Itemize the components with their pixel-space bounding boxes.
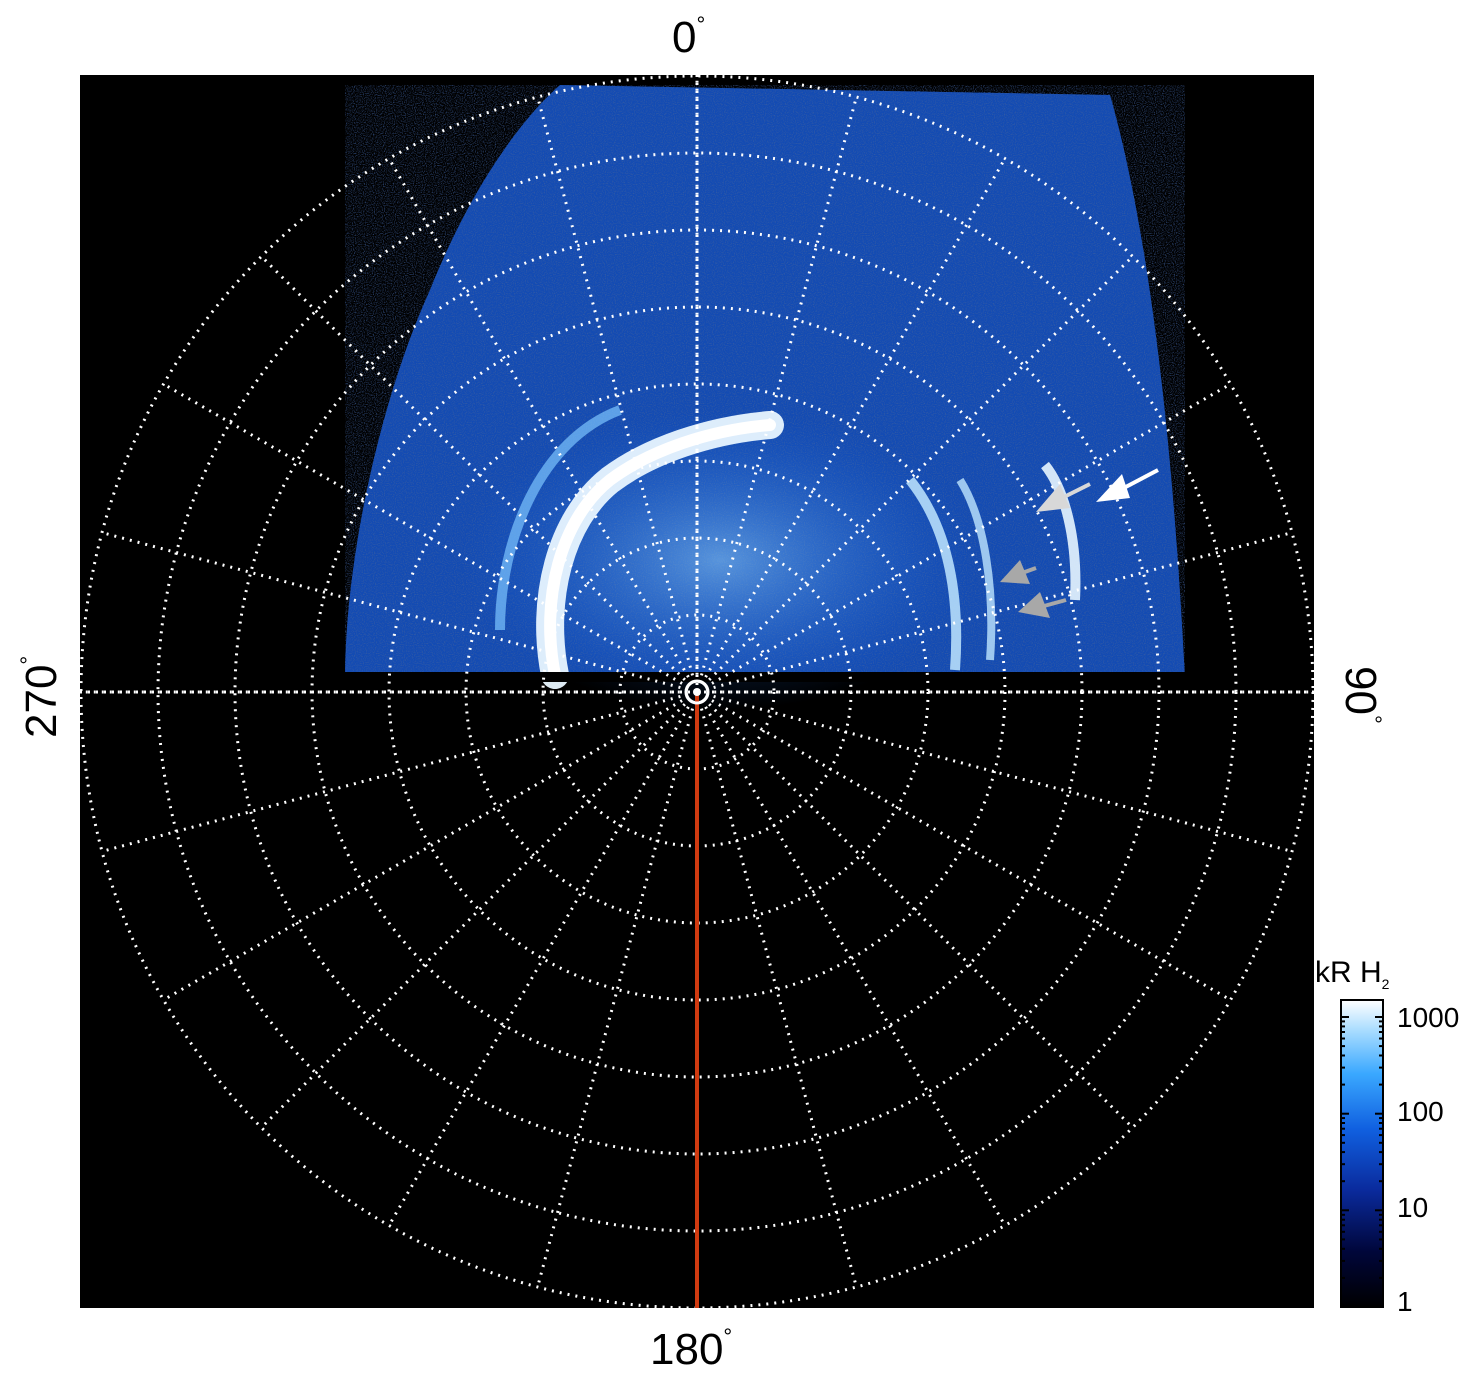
grid-meridian bbox=[702, 255, 1134, 687]
grid-ring bbox=[387, 382, 1007, 1002]
grid-meridian bbox=[101, 692, 689, 853]
grid-meridian bbox=[162, 382, 690, 689]
pole-marker-ring bbox=[684, 679, 710, 705]
colorbar-tick-marks bbox=[1341, 1016, 1383, 1308]
arrow-light-gray bbox=[1036, 482, 1091, 512]
colorbar-title: kR H2 bbox=[1315, 956, 1390, 992]
dawn-arc-2 bbox=[956, 477, 996, 661]
inner-glow bbox=[460, 410, 980, 710]
limb-edge bbox=[345, 672, 1185, 682]
grid-meridian bbox=[704, 382, 1232, 689]
grid-meridian bbox=[700, 157, 1007, 685]
grid-meridian bbox=[705, 531, 1293, 692]
grid-meridian bbox=[162, 695, 690, 1002]
grid-meridian bbox=[702, 697, 1134, 1129]
colorbar bbox=[1340, 999, 1384, 1308]
grid-meridian bbox=[697, 96, 858, 684]
grid-meridian bbox=[697, 700, 858, 1288]
grid-meridian bbox=[387, 157, 694, 685]
grid-meridian bbox=[260, 697, 692, 1129]
arrow-gray-2 bbox=[1018, 592, 1067, 618]
grid-meridian bbox=[387, 699, 694, 1227]
grid-meridian bbox=[260, 255, 692, 687]
colorbar-tick-label: 1 bbox=[1397, 1286, 1413, 1317]
azimuth-label-90: 90° bbox=[1336, 666, 1386, 724]
colorbar-tick-label: 100 bbox=[1397, 1096, 1444, 1127]
grid-meridian bbox=[700, 699, 1007, 1227]
grid-meridian bbox=[704, 695, 1232, 1002]
polar-grid bbox=[80, 75, 1314, 1308]
azimuth-label-180: 180° bbox=[650, 1324, 733, 1374]
azimuth-label-0: 0° bbox=[672, 12, 706, 62]
grid-meridian bbox=[536, 700, 697, 1288]
pole-marker-dot bbox=[693, 688, 701, 696]
grid-meridian bbox=[101, 531, 689, 692]
azimuth-label-270: 270° bbox=[16, 655, 66, 738]
dawn-arc-1 bbox=[906, 476, 962, 671]
colorbar-tick-label: 10 bbox=[1397, 1192, 1429, 1223]
dawn-arc-3 bbox=[1040, 461, 1081, 601]
colorbar-tick-label: 1000 bbox=[1397, 1002, 1460, 1033]
grid-meridian bbox=[536, 96, 697, 684]
main-auroral-oval-core bbox=[544, 419, 776, 681]
grid-meridian bbox=[705, 692, 1293, 853]
grid-ring bbox=[233, 228, 1161, 1156]
outer-arc bbox=[495, 405, 622, 631]
arrow-gray-1 bbox=[1000, 560, 1037, 584]
arrow-white bbox=[1096, 468, 1159, 502]
